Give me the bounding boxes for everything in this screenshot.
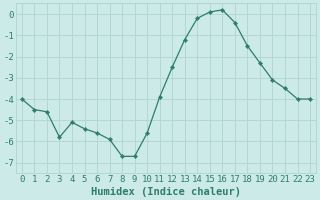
X-axis label: Humidex (Indice chaleur): Humidex (Indice chaleur) xyxy=(91,186,241,197)
